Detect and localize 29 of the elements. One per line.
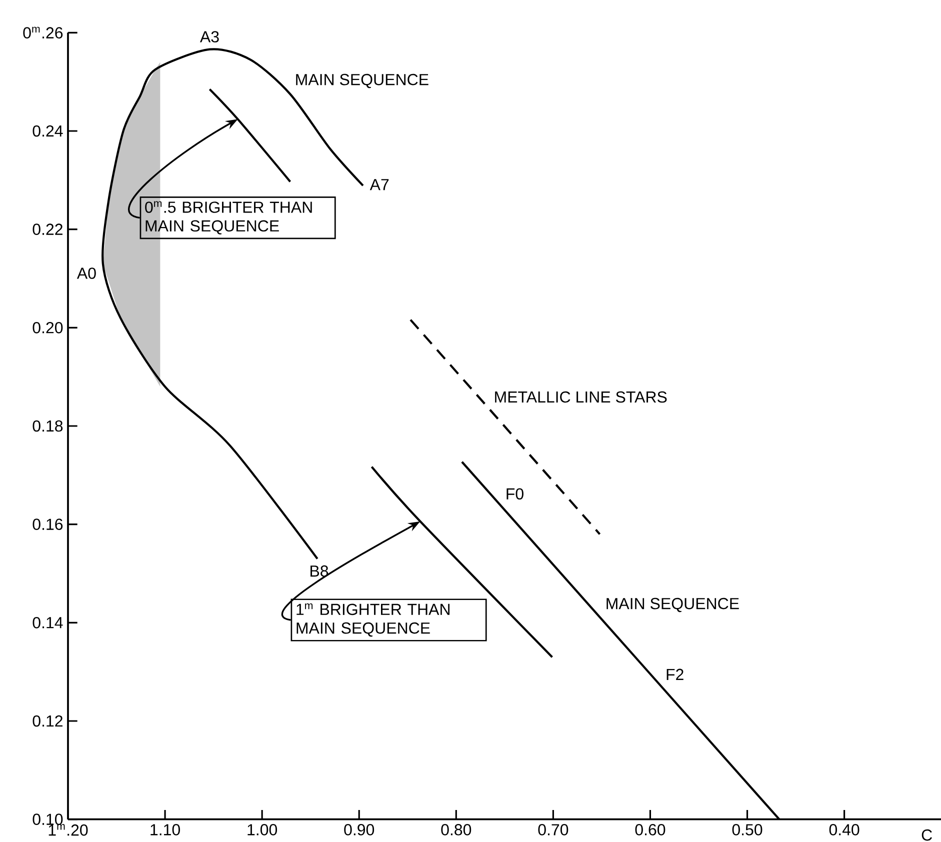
y-tick-label: 0.16 [32, 518, 63, 530]
annotation: A0 [76, 268, 96, 279]
x-tick-label: 1.00 [248, 824, 278, 836]
y-tick-label: 0.24 [32, 125, 63, 137]
x-tick-label: 0.90 [344, 824, 374, 836]
y-tick-label: 0$^{m}$.26 [23, 26, 63, 38]
x-tick-label: 0.80 [441, 824, 472, 836]
x-tick-label: 0.40 [829, 824, 860, 836]
annotation: METALLIC LINE STARS [495, 391, 667, 403]
x-tick-label: 0.70 [538, 824, 568, 836]
annotation: MAIN SEQUENCE [606, 598, 739, 612]
x-tick-label: 1.10 [150, 824, 180, 836]
y-tick-label: 0.22 [32, 224, 62, 235]
annotation: B8 [310, 565, 328, 577]
x-tick-label: 0.50 [732, 824, 762, 836]
y-tick-label: 0.18 [32, 420, 63, 432]
annotation: A7 [370, 179, 389, 190]
y-tick-label: 0.12 [32, 715, 62, 727]
annotation: 1$^{m}$ BRIGHTER THAN MAIN SEQUENCE [296, 603, 450, 637]
x-axis-title: C [922, 829, 932, 841]
annotation: F0 [506, 488, 524, 500]
y-tick-label: 0.10 [32, 814, 63, 825]
annotation: 0$^{m}$.5 BRIGHTER THAN MAIN SEQUENCE [145, 201, 312, 234]
y-tick-label: 0.14 [32, 617, 63, 628]
annotation: F2 [666, 668, 684, 680]
y-tick-label: 0.20 [32, 322, 63, 334]
x-tick-label: 0.60 [635, 824, 666, 836]
annotation: MAIN SEQUENCE [296, 74, 428, 88]
annotation: A3 [200, 31, 219, 42]
